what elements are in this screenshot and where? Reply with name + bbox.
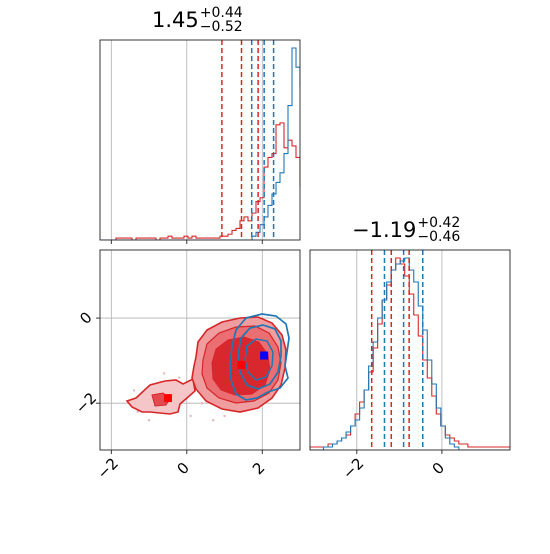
tick-label-y: −2 [72,389,100,417]
contour-blue-outer [229,313,290,401]
axes-frame [99,39,301,241]
scatter-point [136,410,139,413]
hist-x-blue-group [100,47,300,240]
contours-2d [125,313,290,422]
param-y-title-value: −1.19 [352,218,417,242]
blue-best-fit-marker [260,351,269,360]
scatter-point [189,414,192,418]
red-best-fit-marker [163,394,172,403]
tick-label-x: 2 [249,459,268,478]
hist-x-blue [100,47,300,240]
tick-label-x: 0 [174,459,193,478]
scatter-point [132,389,136,392]
grid-right [356,250,443,450]
grid-top [110,40,263,240]
hist-y-blue [310,257,510,450]
axes-frame [99,249,301,451]
tick-label-y: 0 [76,308,95,327]
hist-x-red [100,122,300,240]
param-x-title-minus: −0.52 [199,19,243,35]
param-x-title: 1.45 +0.44 −0.52 [152,6,243,34]
scatter-point [212,419,215,422]
scatter-point [178,376,181,379]
param-y-title: −1.19 +0.42 −0.46 [352,216,460,244]
scatter-point [162,372,166,375]
param-y-title-minus: −0.46 [417,229,461,245]
hist-y-red-group [310,257,510,450]
axes-frame [309,249,511,451]
param-x-title-value: 1.45 [152,8,199,32]
param-x-title-plus: +0.44 [199,5,243,21]
tick-label-x: −2 [339,454,367,482]
red-median-marker [237,360,246,369]
tick-label-x: −2 [94,454,122,482]
contour-blue-inner [244,338,274,381]
scatter-point [223,414,226,418]
hist-y-red [310,257,510,450]
scatter-point [147,419,151,422]
hist-y-blue-group [310,257,510,450]
param-y-title-plus: +0.42 [417,215,461,231]
tick-label-x: 0 [429,459,448,478]
scatter-point [200,401,204,405]
contour-blue-middle [237,324,282,390]
hist-x-red-group [100,122,300,240]
